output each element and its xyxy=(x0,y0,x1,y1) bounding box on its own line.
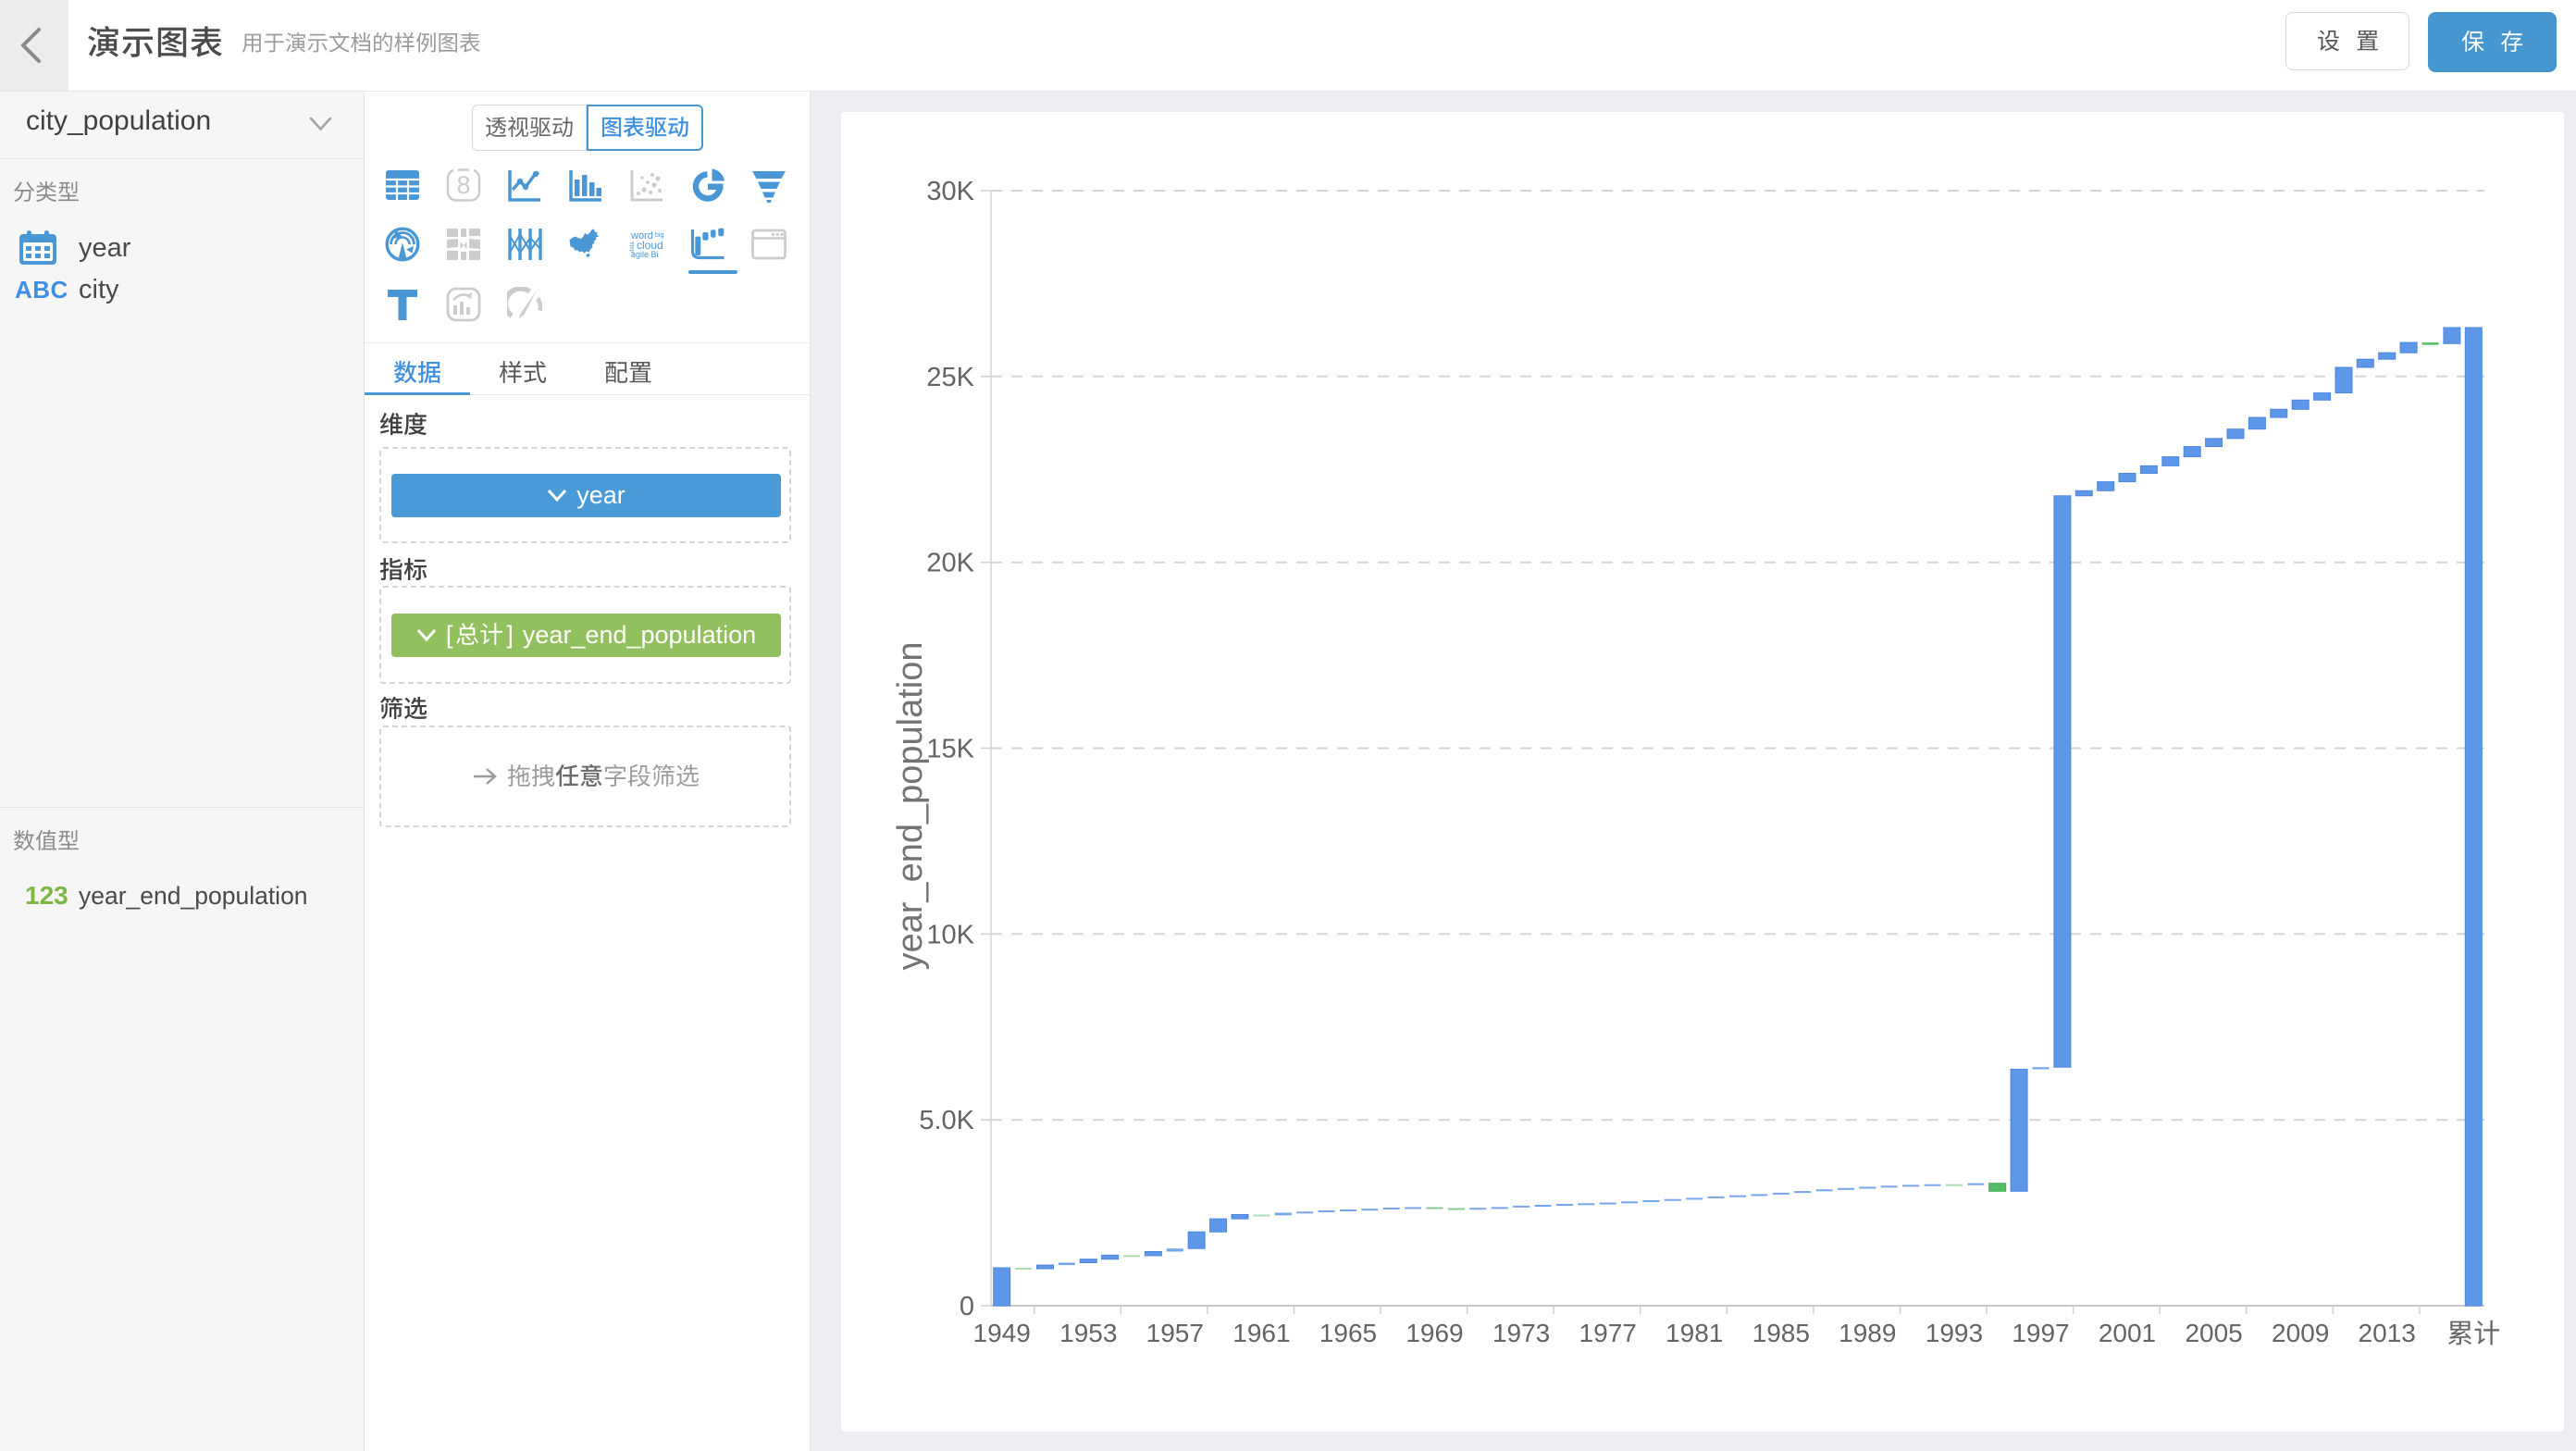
svg-text:2001: 2001 xyxy=(2099,1319,2156,1347)
svg-text:1993: 1993 xyxy=(1926,1319,1983,1347)
svg-text:1965: 1965 xyxy=(1319,1319,1377,1347)
svg-text:30K: 30K xyxy=(926,177,974,206)
svg-text:1969: 1969 xyxy=(1406,1319,1463,1347)
svg-text:10K: 10K xyxy=(926,920,974,949)
svg-text:2009: 2009 xyxy=(2272,1319,2329,1347)
svg-text:20K: 20K xyxy=(926,549,974,578)
svg-text:5.0K: 5.0K xyxy=(919,1106,974,1135)
svg-text:cloud: cloud xyxy=(637,239,663,252)
svg-text:data: data xyxy=(630,242,636,253)
svg-text:1985: 1985 xyxy=(1752,1319,1810,1347)
svg-text:big: big xyxy=(655,232,663,239)
svg-text:word: word xyxy=(630,230,653,242)
svg-text:1981: 1981 xyxy=(1666,1319,1723,1347)
svg-text:1977: 1977 xyxy=(1579,1319,1637,1347)
svg-text:1973: 1973 xyxy=(1492,1319,1550,1347)
svg-text:1957: 1957 xyxy=(1146,1319,1204,1347)
svg-text:1997: 1997 xyxy=(2012,1319,2069,1347)
svg-text:2013: 2013 xyxy=(2359,1319,2416,1347)
svg-text:1949: 1949 xyxy=(973,1319,1031,1347)
svg-text:1961: 1961 xyxy=(1232,1319,1290,1347)
svg-text:2005: 2005 xyxy=(2185,1319,2242,1347)
svg-text:1989: 1989 xyxy=(1839,1319,1896,1347)
svg-text:8: 8 xyxy=(456,171,470,199)
svg-text:0: 0 xyxy=(960,1292,974,1321)
svg-text:year_end_population: year_end_population xyxy=(891,642,930,971)
svg-text:1953: 1953 xyxy=(1059,1319,1117,1347)
svg-text:15K: 15K xyxy=(926,735,974,764)
svg-text:agile Bi: agile Bi xyxy=(631,250,659,259)
svg-text:25K: 25K xyxy=(926,363,974,392)
